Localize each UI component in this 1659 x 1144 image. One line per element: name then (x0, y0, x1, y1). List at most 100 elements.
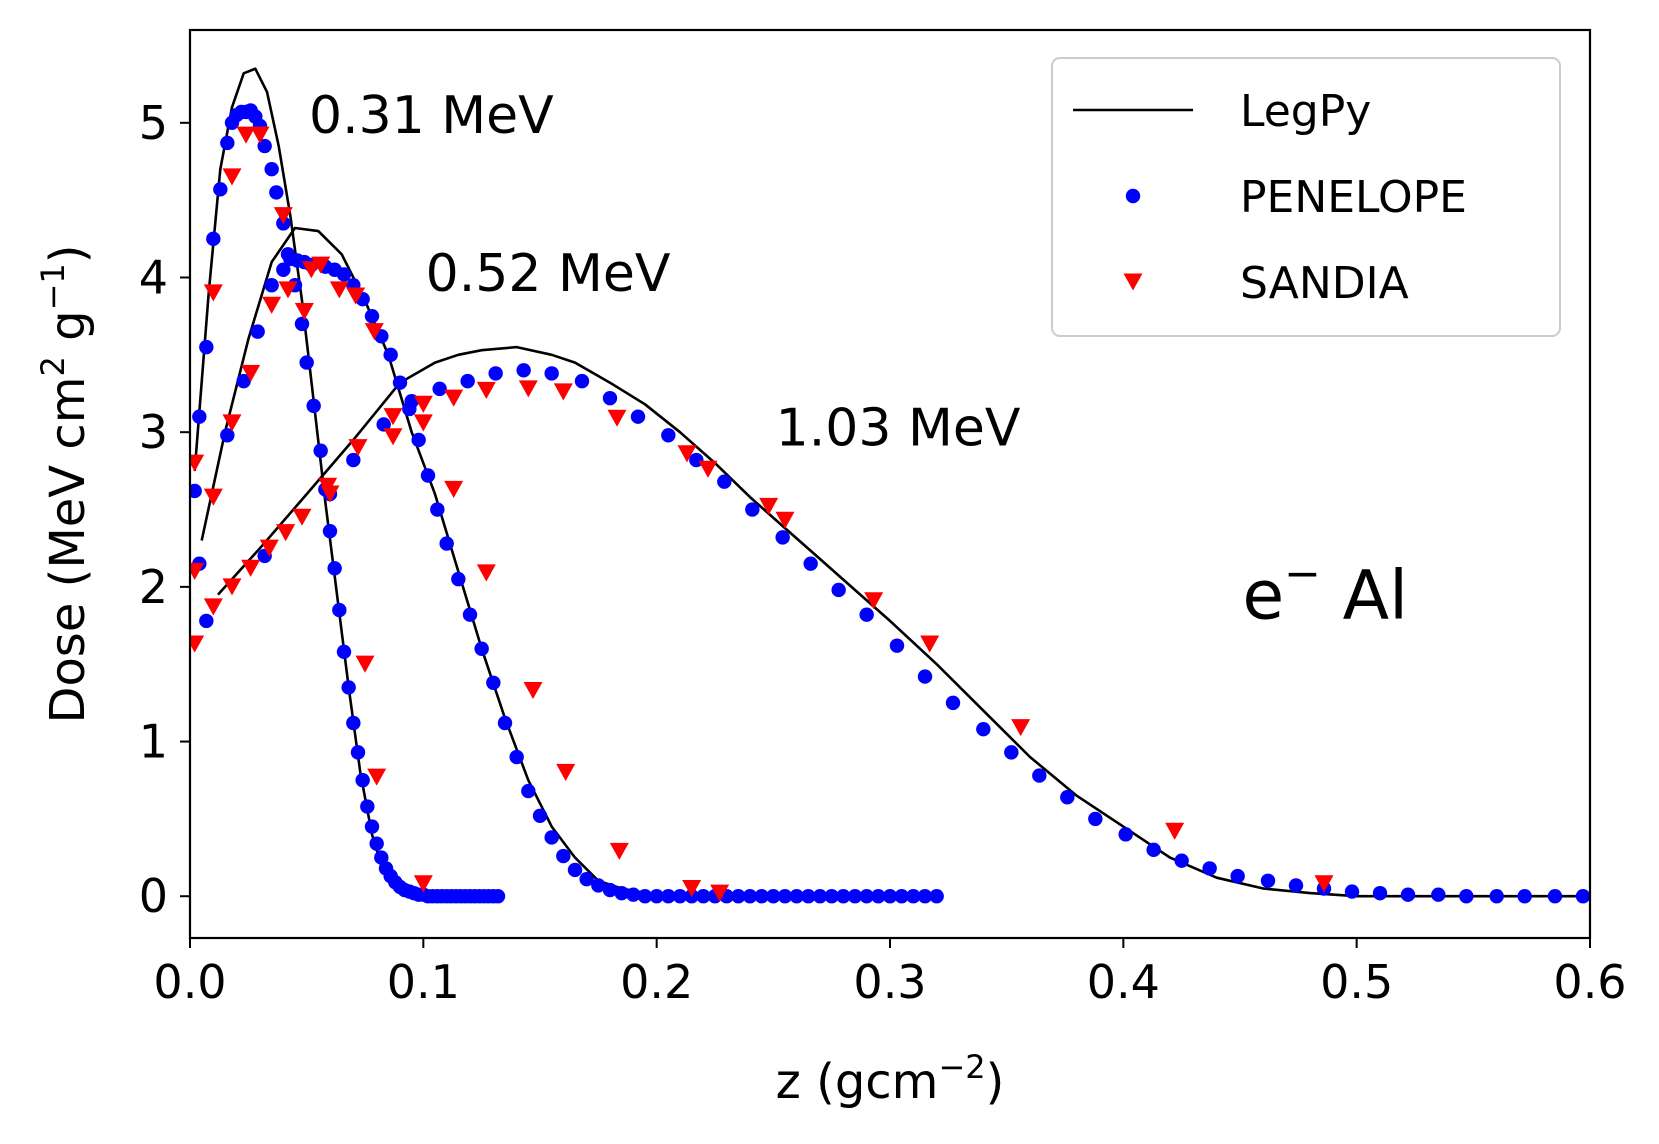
sandia-1-03-mev-point (413, 414, 433, 432)
penelope-1-03-mev-point (1489, 889, 1504, 904)
penelope-0-31-mev-point (220, 135, 235, 151)
penelope-0-52-mev-point (801, 889, 816, 904)
plot-marks (190, 67, 1590, 904)
sandia-0-52-mev-point (346, 287, 366, 305)
penelope-1-03-mev-point (1288, 878, 1304, 893)
sandia-0-52-mev-point (278, 281, 298, 299)
sandia-1-03-mev-point (607, 409, 627, 427)
penelope-0-52-mev-point (649, 889, 664, 904)
y-axis-label-sup1: 2 (34, 356, 72, 376)
penelope-0-52-mev-point (220, 428, 235, 443)
penelope-0-31-mev-point (257, 138, 272, 154)
penelope-1-03-mev-point (1459, 889, 1474, 904)
x-axis-label-end: ) (986, 1054, 1005, 1110)
sandia-1-03-mev-point (920, 635, 940, 653)
penelope-0-52-mev-point (430, 502, 445, 517)
legend-sandia-swatch (1123, 273, 1143, 291)
penelope-0-31-mev-point (369, 836, 384, 851)
annotation-1-03-mev: 1.03 MeV (776, 399, 1021, 459)
penelope-1-03-mev-point (1202, 861, 1217, 876)
penelope-1-03-mev-point (1088, 811, 1103, 827)
penelope-1-03-mev-point (1146, 842, 1161, 858)
penelope-0-52-mev-point (672, 889, 688, 904)
sandia-0-52-mev-point (364, 323, 384, 341)
penelope-1-03-mev-point (1517, 889, 1532, 904)
penelope-1-03-mev-point (516, 363, 531, 378)
sandia-0-52-mev-point (329, 281, 349, 299)
legend-legpy-label: LegPy (1240, 86, 1371, 137)
y-axis-label-end: ) (40, 244, 96, 263)
penelope-0-31-mev-point (490, 889, 506, 904)
penelope-1-03-mev-point (1060, 790, 1075, 805)
y-axis-label-mid: g (40, 310, 96, 356)
y-tick-label: 4 (139, 250, 168, 304)
sandia-1-03-mev-point (775, 511, 795, 529)
penelope-0-31-mev-point (313, 443, 328, 458)
penelope-0-31-mev-point (294, 316, 310, 332)
penelope-0-52-mev-point (474, 641, 489, 656)
penelope-1-03-mev-point (976, 721, 991, 737)
penelope-0-52-mev-point (509, 749, 524, 765)
sandia-0-52-mev-point (311, 256, 331, 274)
legend-penelope-swatch (1125, 188, 1141, 204)
y-tick-label: 5 (139, 96, 168, 150)
penelope-0-31-mev-point (336, 644, 352, 660)
sandia-1-03-mev-point (241, 559, 261, 577)
penelope-0-31-mev-point (360, 799, 375, 814)
sandia-1-03-mev-point (203, 598, 223, 616)
penelope-0-52-mev-point (824, 889, 839, 904)
sandia-1-03-mev-point (259, 539, 279, 557)
penelope-0-52-mev-point (462, 607, 478, 622)
penelope-0-52-mev-point (264, 278, 279, 293)
x-axis-label-main: z (gcm (776, 1054, 939, 1110)
sandia-1-03-mev-point (864, 592, 884, 610)
penelope-0-52-mev-point (602, 882, 618, 898)
sandia-0-52-mev-point (609, 842, 629, 860)
penelope-0-31-mev-point (306, 398, 321, 414)
annotation-0-31-mev: 0.31 MeV (309, 86, 554, 146)
penelope-0-31-mev-point (206, 231, 221, 247)
y-tick-label: 2 (139, 560, 168, 614)
sandia-1-03-mev-point (677, 445, 697, 463)
penelope-0-52-mev-point (847, 889, 863, 904)
penelope-0-52-mev-point (556, 848, 571, 864)
sandia-1-03-mev-point (1314, 875, 1334, 893)
penelope-0-52-mev-point (591, 878, 606, 893)
annotations: 0.31 MeV 0.52 MeV 1.03 MeV e− Al (309, 86, 1408, 636)
penelope-0-52-mev-point (871, 889, 886, 904)
penelope-0-31-mev-point (192, 409, 207, 424)
sandia-1-03-mev-point (348, 439, 368, 457)
annotation-particle-charge: − (1284, 549, 1321, 600)
penelope-1-03-mev-point (432, 381, 447, 397)
penelope-0-31-mev-point (355, 773, 370, 788)
penelope-0-52-mev-point (766, 889, 781, 904)
penelope-0-52-mev-point (917, 889, 933, 904)
annotation-material: Al (1321, 557, 1408, 636)
penelope-0-52-mev-point (567, 862, 583, 878)
sandia-0-31-mev-point (355, 655, 375, 673)
annotation-0-52-mev: 0.52 MeV (426, 244, 671, 304)
annotation-particle-material: e− Al (1242, 549, 1408, 636)
x-tick-label: 0.2 (620, 955, 693, 1009)
penelope-1-03-mev-point (199, 613, 214, 629)
sandia-0-52-mev-point (413, 395, 433, 413)
sandia-0-52-mev-point (294, 302, 314, 321)
penelope-1-03-mev-point (1431, 887, 1446, 902)
penelope-1-03-mev-point (889, 638, 905, 653)
penelope-1-03-mev-point (1372, 885, 1388, 901)
sandia-1-03-mev-point (1165, 822, 1185, 840)
penelope-1-03-mev-point (376, 417, 391, 432)
sandia-0-52-mev-point (476, 564, 496, 582)
penelope-1-03-mev-point (945, 695, 961, 711)
sandia-0-31-mev-point (236, 126, 256, 144)
y-axis-label: Dose (MeV cm2 g−1) (34, 244, 96, 723)
penelope-1-03-mev-point (1575, 889, 1590, 904)
penelope-0-52-mev-point (364, 308, 380, 324)
sandia-0-31-mev-point (190, 454, 205, 472)
penelope-0-52-mev-point (754, 889, 769, 904)
sandia-1-03-mev-point (318, 477, 338, 495)
sandia-0-31-mev-point (222, 168, 242, 186)
penelope-0-52-mev-point (532, 808, 548, 823)
penelope-0-52-mev-point (439, 536, 454, 551)
sandia-1-03-mev-point (518, 380, 538, 398)
